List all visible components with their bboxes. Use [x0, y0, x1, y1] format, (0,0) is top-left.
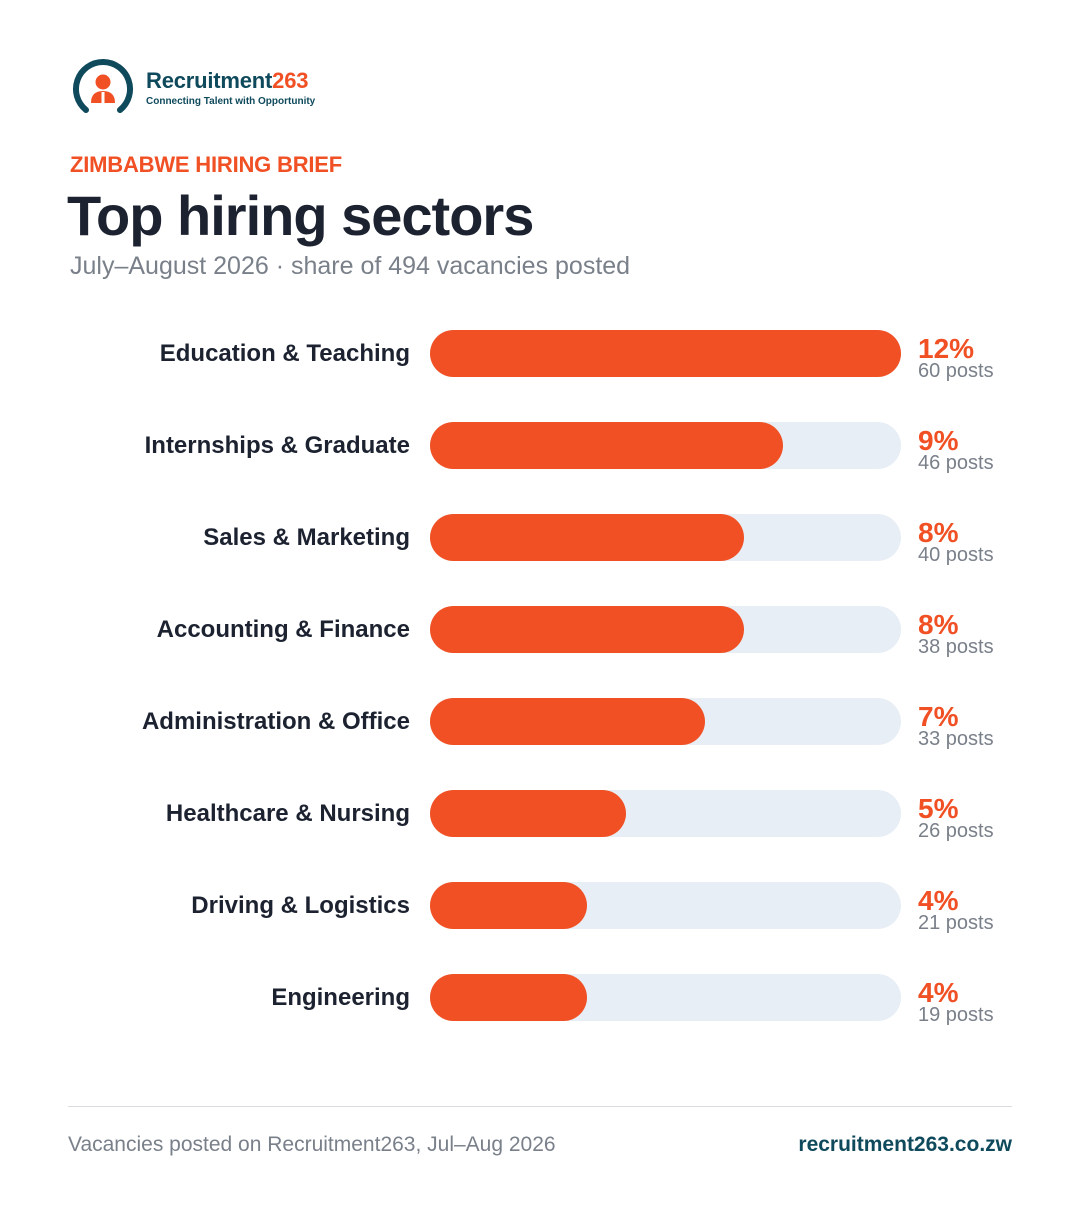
brand-tagline: Connecting Talent with Opportunity [146, 96, 316, 107]
value-label: 4% [918, 977, 959, 1008]
posts-count-label: 38 posts [918, 636, 994, 658]
eyebrow-label: ZIMBABWE HIRING BRIEF [70, 152, 343, 177]
footer-divider [68, 1106, 1012, 1107]
category-label: Healthcare & Nursing [165, 800, 410, 827]
category-label: Accounting & Finance [156, 616, 410, 643]
value-label: 8% [918, 609, 959, 640]
brand-logo: Recruitment263 Connecting Talent with Op… [72, 58, 315, 120]
chart-row: Accounting & Finance 8% 38 posts [0, 606, 1080, 658]
category-label: Driving & Logistics [191, 892, 410, 919]
bar [430, 422, 783, 469]
bar [430, 790, 626, 837]
page-subtitle: July–August 2026 · share of 494 vacancie… [70, 252, 631, 280]
bar-track [430, 974, 901, 1021]
bar-track [430, 698, 901, 745]
posts-count-label: 21 posts [918, 912, 994, 934]
bar [430, 698, 705, 745]
bar [430, 974, 587, 1021]
value-label: 9% [918, 425, 959, 456]
bar-track [430, 514, 901, 561]
bar [430, 514, 744, 561]
posts-count-label: 40 posts [918, 544, 994, 566]
value-label: 8% [918, 517, 959, 548]
person-ring-icon [72, 59, 134, 113]
category-label: Engineering [271, 984, 410, 1011]
bar [430, 882, 587, 929]
value-label: 12% [918, 333, 975, 364]
posts-count-label: 26 posts [918, 820, 994, 842]
value-label: 5% [918, 793, 959, 824]
chart-row: Administration & Office 7% 33 posts [0, 698, 1080, 750]
chart-row: Engineering 4% 19 posts [0, 974, 1080, 1026]
footer-source-note: Vacancies posted on Recruitment263, Jul–… [68, 1133, 556, 1156]
bar [430, 606, 744, 653]
chart-row: Education & Teaching 12% 60 posts [0, 330, 1080, 382]
category-label: Sales & Marketing [203, 524, 410, 551]
category-label: Education & Teaching [159, 340, 410, 367]
category-label: Internships & Graduate [144, 432, 410, 459]
posts-count-label: 19 posts [918, 1004, 994, 1026]
chart-row: Sales & Marketing 8% 40 posts [0, 514, 1080, 566]
posts-count-label: 33 posts [918, 728, 994, 750]
bar-track [430, 882, 901, 929]
page-title: Top hiring sectors [67, 184, 534, 247]
bar-track [430, 330, 901, 377]
category-label: Administration & Office [141, 708, 410, 735]
chart-row: Internships & Graduate 9% 46 posts [0, 422, 1080, 474]
bar-track [430, 422, 901, 469]
brand-name: Recruitment263 [146, 68, 309, 93]
bar-track [430, 790, 901, 837]
footer-website-link[interactable]: recruitment263.co.zw [798, 1133, 1012, 1156]
posts-count-label: 60 posts [918, 360, 994, 382]
chart-row: Healthcare & Nursing 5% 26 posts [0, 790, 1080, 842]
chart-row: Driving & Logistics 4% 21 posts [0, 882, 1080, 934]
value-label: 7% [918, 701, 959, 732]
bar-track [430, 606, 901, 653]
value-label: 4% [918, 885, 959, 916]
posts-count-label: 46 posts [918, 452, 994, 474]
bar [430, 330, 901, 377]
